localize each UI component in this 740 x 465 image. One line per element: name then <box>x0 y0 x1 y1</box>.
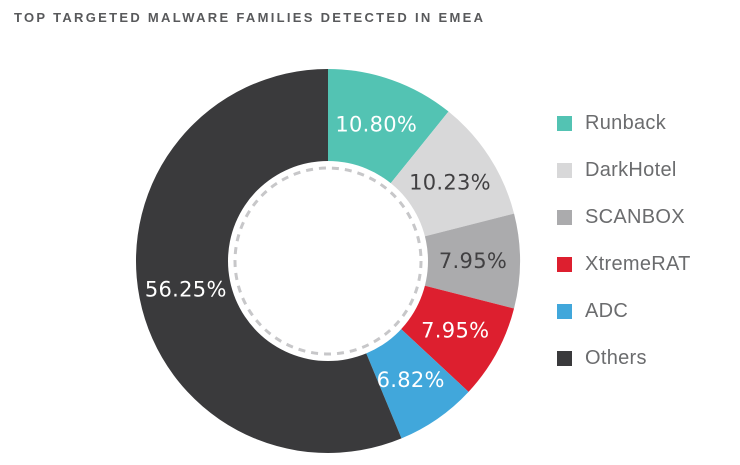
legend-label-xtremerat: XtremeRAT <box>585 252 691 275</box>
donut-hole <box>228 161 428 361</box>
segment-labels: 10.80% 10.23% 7.95% 7.95% 6.82% 56.25% <box>145 112 507 392</box>
segment-value-label-xtremerat: 7.95% <box>421 318 489 342</box>
legend-swatch-adc <box>557 303 572 319</box>
legend-swatch-runback <box>557 115 572 131</box>
legend-label-scanbox: SCANBOX <box>585 205 685 228</box>
legend-swatch-xtremerat <box>557 256 572 272</box>
segment-value-label-runback: 10.80% <box>335 112 417 136</box>
dashed-inner-circle <box>233 166 423 356</box>
legend-item-darkhotel: DarkHotel <box>557 159 691 181</box>
legend-swatch-darkhotel <box>557 162 572 178</box>
legend-item-scanbox: SCANBOX <box>557 206 691 228</box>
segment-value-label-others: 56.25% <box>145 277 227 301</box>
legend-item-runback: Runback <box>557 112 691 134</box>
legend-label-others: Others <box>585 346 647 369</box>
segment-value-label-adc: 6.82% <box>377 368 445 392</box>
segment-value-label-scanbox: 7.95% <box>439 249 507 273</box>
legend-item-xtremerat: XtremeRAT <box>557 253 691 275</box>
legend-item-adc: ADC <box>557 300 691 322</box>
legend-item-others: Others <box>557 347 691 369</box>
legend-label-adc: ADC <box>585 299 629 322</box>
legend-label-darkhotel: DarkHotel <box>585 158 677 181</box>
legend-label-runback: Runback <box>585 111 667 134</box>
legend-swatch-scanbox <box>557 209 572 225</box>
segment-value-label-darkhotel: 10.23% <box>409 171 491 195</box>
legend-swatch-others <box>557 350 572 366</box>
legend: Runback DarkHotel SCANBOX XtremeRAT ADC Other… <box>557 112 691 369</box>
chart-title: TOP TARGETED MALWARE FAMILIES DETECTED I… <box>14 10 486 25</box>
